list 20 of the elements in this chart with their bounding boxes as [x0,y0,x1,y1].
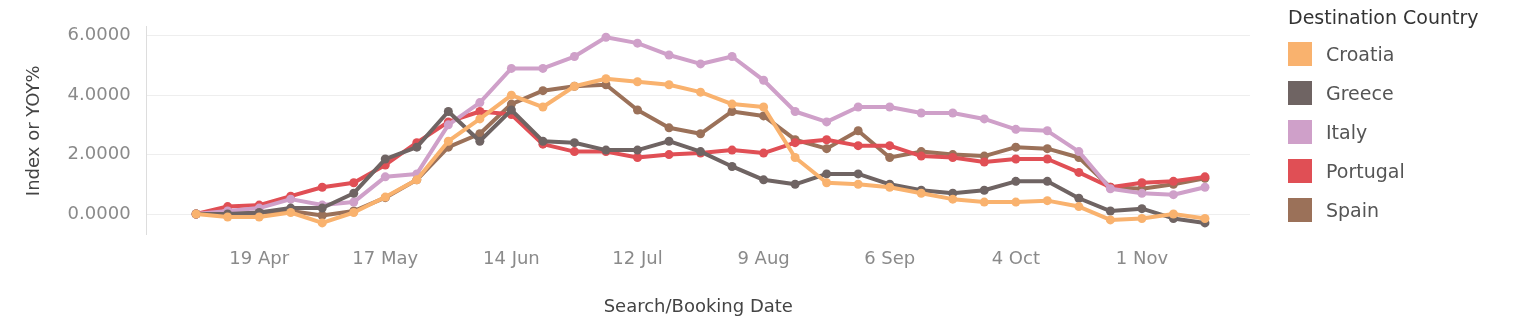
x-tick-label: 12 Jul [612,247,663,269]
x-tick-label: 1 Nov [1115,247,1169,269]
legend-label: Portugal [1326,159,1405,182]
y-axis-title: Index or YOY% [22,65,44,197]
legend-label: Greece [1326,81,1394,104]
y-tick-label: 4.0000 [67,82,131,104]
x-axis-title: Search/Booking Date [603,294,793,316]
y-tick-label: 2.0000 [67,142,131,164]
legend-label: Croatia [1326,42,1395,65]
x-tick-label: 19 Apr [229,247,290,269]
legend-label: Italy [1326,120,1368,143]
x-tick-label: 9 Aug [737,247,790,269]
x-tick-label: 17 May [352,247,419,269]
x-tick-label: 14 Jun [483,247,540,269]
y-tick-label: 6.0000 [67,23,131,45]
legend-title: Destination Country [1288,6,1479,28]
y-tick-label: 0.0000 [67,201,131,223]
legend-label: Spain [1326,198,1380,221]
x-tick-label: 4 Oct [991,247,1040,269]
x-tick-label: 6 Sep [864,247,916,269]
